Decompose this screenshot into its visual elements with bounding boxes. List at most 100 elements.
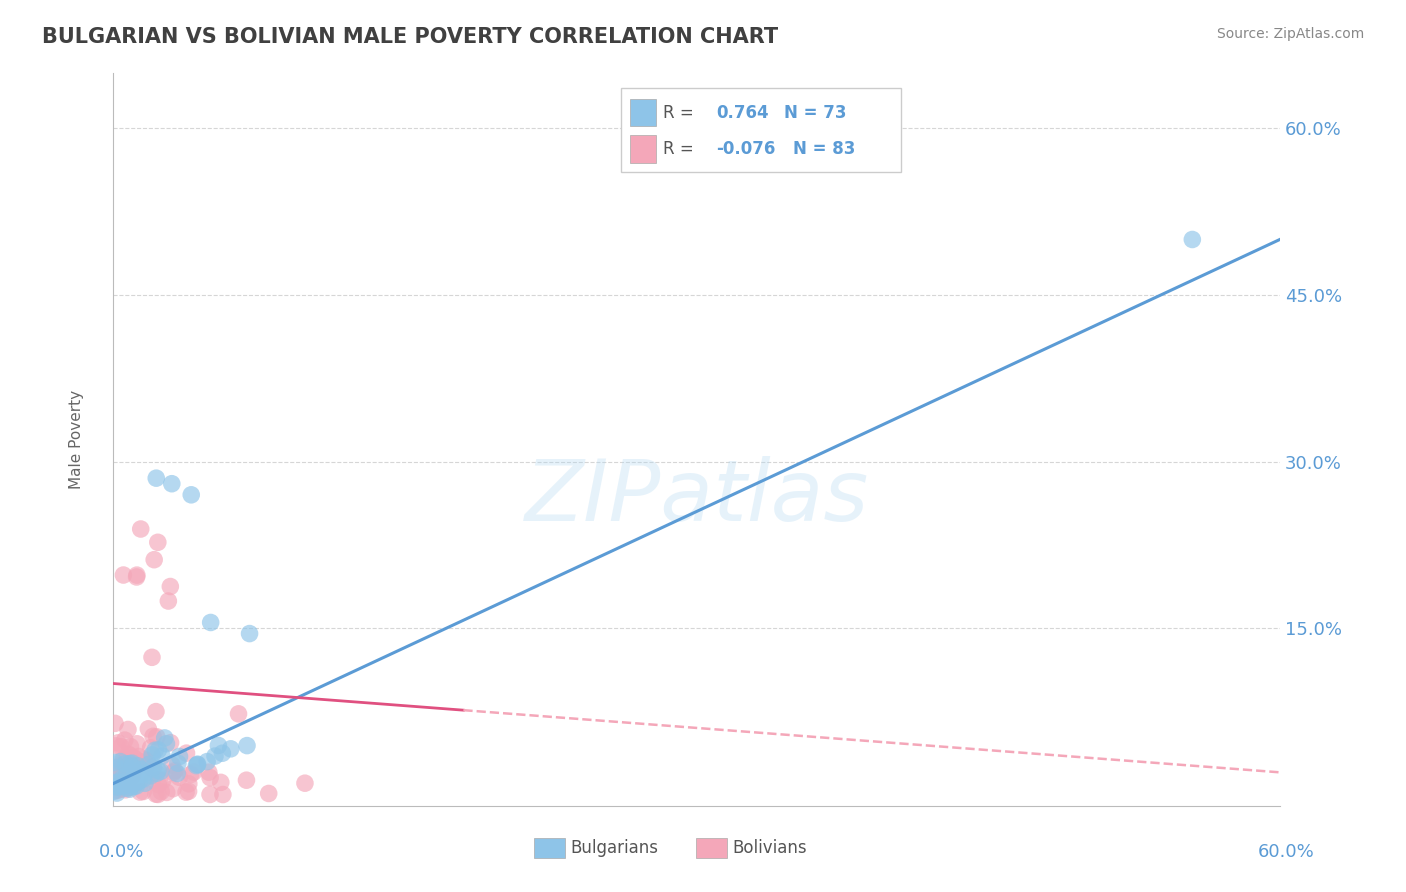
Point	[148, 772, 170, 787]
Text: Bulgarians: Bulgarians	[571, 839, 659, 857]
Point	[125, 570, 148, 584]
Point	[167, 756, 190, 771]
Point	[177, 784, 200, 798]
Point	[127, 758, 149, 772]
Point	[152, 773, 174, 788]
Point	[104, 761, 127, 775]
Point	[114, 775, 136, 789]
Point	[163, 764, 186, 778]
Point	[117, 723, 139, 737]
Point	[156, 785, 179, 799]
Text: Male Poverty: Male Poverty	[69, 390, 84, 489]
Point	[160, 476, 183, 491]
Point	[169, 749, 191, 764]
Text: -0.076: -0.076	[717, 140, 776, 158]
Point	[122, 780, 145, 794]
Point	[204, 749, 226, 764]
Point	[118, 771, 141, 785]
FancyBboxPatch shape	[630, 136, 655, 163]
Text: R =: R =	[662, 140, 699, 158]
Point	[207, 739, 229, 753]
Point	[150, 749, 173, 764]
Point	[198, 765, 221, 780]
Point	[121, 759, 143, 773]
Point	[115, 766, 138, 780]
Point	[160, 758, 183, 772]
Point	[145, 730, 167, 744]
Point	[132, 772, 155, 786]
Point	[149, 764, 172, 779]
Point	[146, 764, 169, 778]
Point	[115, 768, 138, 782]
Text: Source: ZipAtlas.com: Source: ZipAtlas.com	[1216, 27, 1364, 41]
Point	[125, 779, 148, 793]
Point	[118, 747, 141, 762]
Point	[122, 764, 145, 778]
Point	[118, 776, 141, 790]
Text: R =: R =	[662, 103, 699, 121]
Point	[186, 757, 208, 772]
FancyBboxPatch shape	[621, 87, 901, 172]
Point	[118, 772, 141, 787]
Point	[121, 776, 143, 790]
Point	[112, 568, 135, 582]
Point	[143, 552, 166, 566]
Point	[155, 737, 177, 751]
Point	[141, 650, 163, 665]
Point	[122, 776, 145, 790]
Point	[124, 768, 146, 782]
Point	[125, 775, 148, 789]
Point	[118, 782, 141, 797]
Point	[129, 522, 152, 536]
Point	[238, 626, 260, 640]
Point	[186, 758, 208, 772]
Point	[141, 761, 163, 775]
Point	[219, 742, 242, 756]
Point	[157, 594, 180, 608]
Point	[142, 760, 165, 774]
Point	[257, 787, 280, 801]
Point	[169, 770, 191, 784]
Point	[1181, 232, 1204, 246]
Point	[145, 787, 167, 801]
Point	[111, 779, 134, 793]
Point	[129, 785, 152, 799]
Point	[117, 750, 139, 764]
Text: BULGARIAN VS BOLIVIAN MALE POVERTY CORRELATION CHART: BULGARIAN VS BOLIVIAN MALE POVERTY CORRE…	[42, 27, 779, 46]
Point	[118, 754, 141, 768]
Point	[141, 747, 163, 762]
Point	[183, 765, 205, 780]
Point	[294, 776, 316, 790]
Point	[118, 756, 141, 771]
Point	[236, 739, 259, 753]
Point	[195, 755, 218, 769]
Point	[138, 757, 160, 772]
Point	[110, 772, 132, 787]
Point	[180, 767, 202, 781]
Point	[122, 766, 145, 780]
Point	[177, 777, 200, 791]
Point	[111, 777, 134, 791]
Text: Bolivians: Bolivians	[733, 839, 807, 857]
Point	[117, 747, 139, 761]
Point	[121, 769, 143, 783]
Text: 0.0%: 0.0%	[98, 843, 143, 861]
Point	[146, 535, 169, 549]
Point	[120, 739, 142, 754]
Point	[111, 762, 134, 776]
Point	[212, 788, 235, 802]
Point	[145, 705, 167, 719]
Point	[128, 749, 150, 764]
Point	[107, 780, 129, 794]
Text: 60.0%: 60.0%	[1258, 843, 1315, 861]
Point	[112, 752, 135, 766]
Point	[124, 772, 146, 786]
Point	[120, 780, 142, 795]
Point	[174, 785, 197, 799]
Point	[127, 737, 149, 751]
Point	[132, 784, 155, 798]
Point	[104, 775, 127, 789]
Text: 0.764: 0.764	[717, 103, 769, 121]
Point	[180, 488, 202, 502]
Point	[162, 765, 184, 780]
